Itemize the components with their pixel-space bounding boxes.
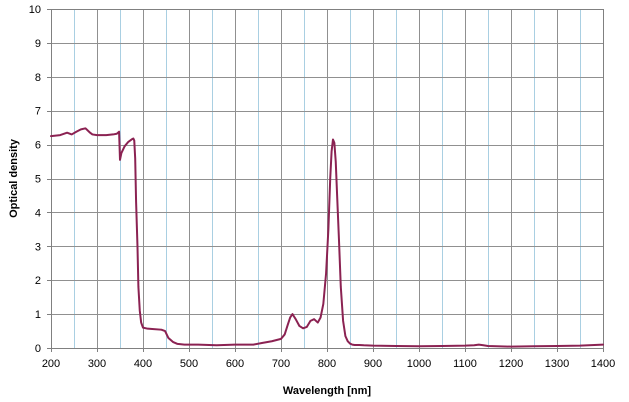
x-tick-label: 500 — [180, 358, 198, 370]
x-tick-label: 700 — [272, 358, 290, 370]
x-tick-label: 800 — [318, 358, 336, 370]
y-axis-title: Optical density — [8, 138, 20, 218]
y-tick-label: 5 — [35, 174, 41, 186]
series-layer — [50, 127, 604, 348]
y-tick-label: 9 — [35, 38, 41, 50]
x-axis-title: Wavelength [nm] — [283, 385, 372, 397]
x-tick-label: 1400 — [591, 358, 615, 370]
x-tick-label: 1100 — [453, 358, 477, 370]
series-line — [50, 127, 604, 348]
y-tick-label: 4 — [35, 207, 41, 219]
x-tick-label: 1200 — [499, 358, 523, 370]
x-tick-label: 600 — [226, 358, 244, 370]
x-tick-label: 400 — [134, 358, 152, 370]
x-tick-label: 1300 — [545, 358, 569, 370]
tick-labels: 200 300 400 500 600 700 800 900 1000 1100 1200 1300… — [29, 4, 615, 370]
x-tick-label: 1000 — [407, 358, 431, 370]
y-tick-label: 1 — [35, 309, 41, 321]
y-tick-label: 8 — [35, 72, 41, 84]
y-tick-label: 2 — [35, 275, 41, 287]
x-tick-label: 300 — [88, 358, 106, 370]
axes — [47, 9, 604, 352]
x-tick-label: 900 — [364, 358, 382, 370]
y-tick-label: 7 — [35, 106, 41, 118]
y-tick-label: 10 — [29, 4, 41, 16]
grid — [51, 9, 603, 348]
y-tick-label: 0 — [35, 343, 41, 355]
x-tick-label: 200 — [42, 358, 60, 370]
y-tick-label: 3 — [35, 241, 41, 253]
y-tick-label: 6 — [35, 140, 41, 152]
